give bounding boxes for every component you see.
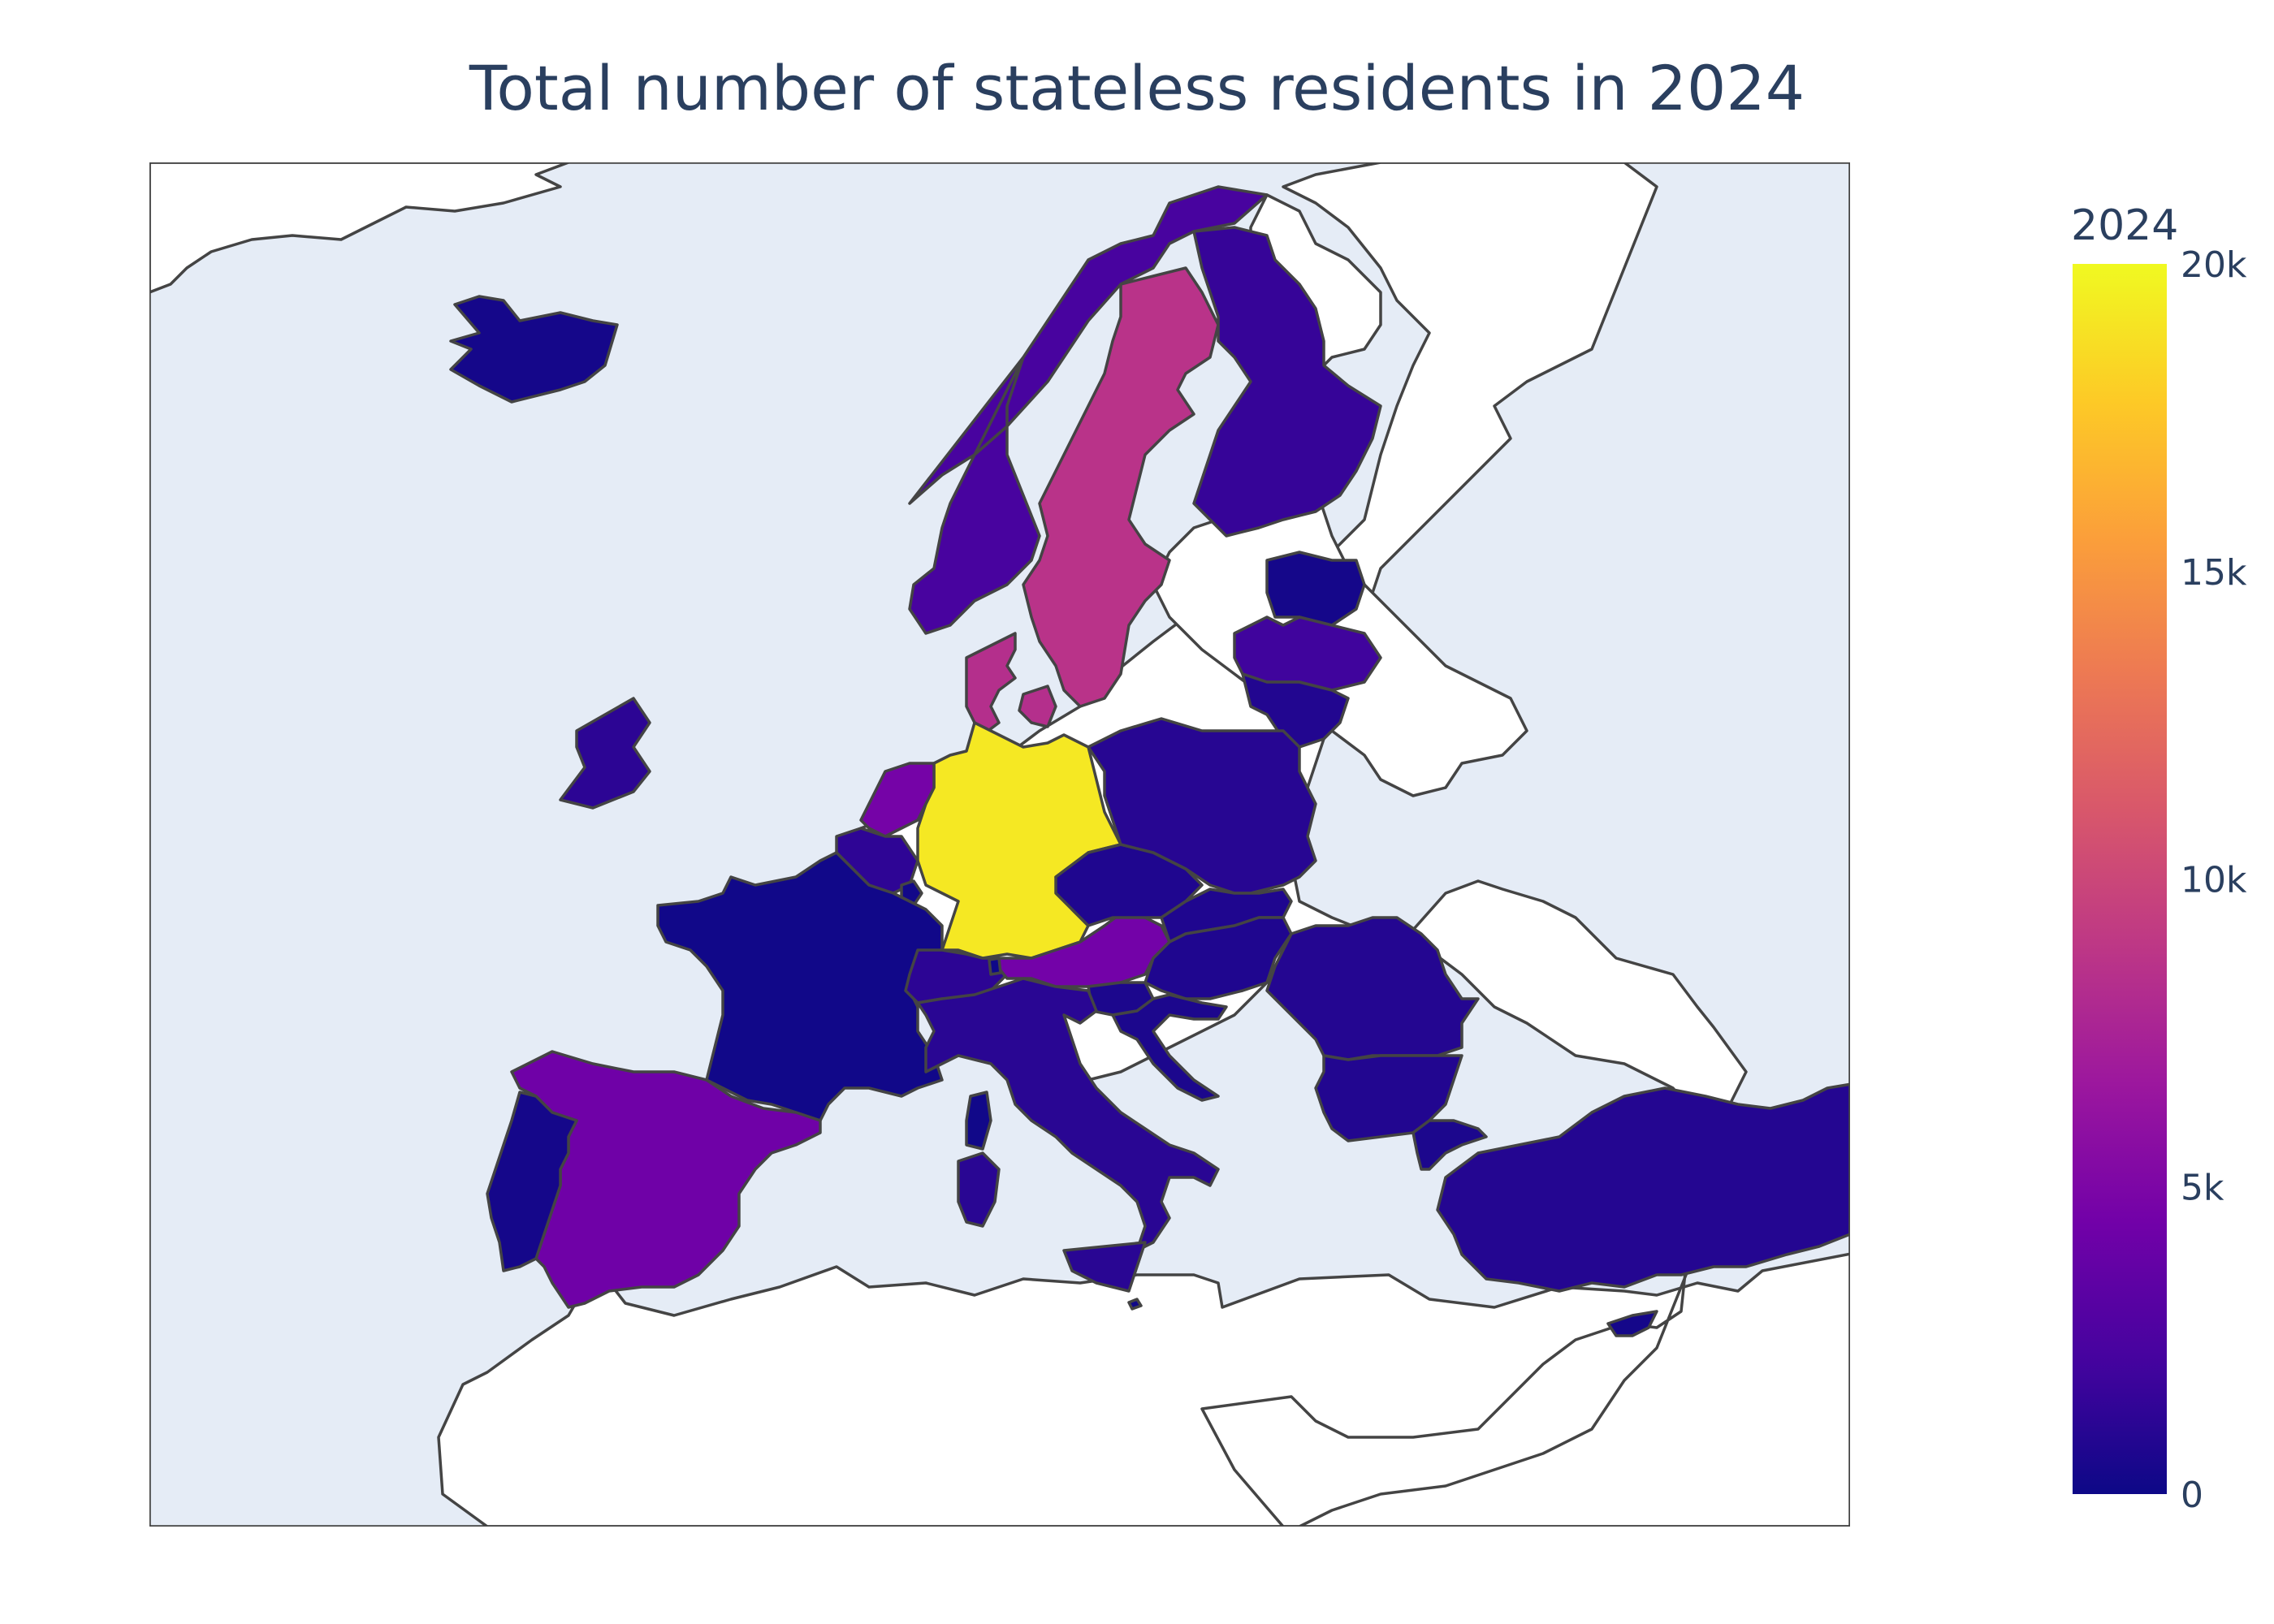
colorbar-ticks: 20k 15k 10k 5k 0 [2181,244,2247,1516]
country-liechtenstein[interactable] [988,957,1002,976]
country-portugal[interactable] [486,1091,578,1272]
colorbar-tick-label: 15k [2181,552,2247,594]
country-greece[interactable] [1412,1119,1488,1171]
country-sweden[interactable] [1022,266,1220,708]
land-north [149,162,570,294]
colorbar-gradient [2073,264,2167,1494]
map [149,162,1852,1527]
country-netherlands[interactable] [859,762,936,838]
colorbar-tick-label: 5k [2181,1167,2224,1208]
colorbar-tick-label: 10k [2181,860,2247,901]
country-italy-sardinia[interactable] [957,1151,1001,1228]
country-italy[interactable] [916,977,1220,1252]
countries-layer [449,185,1852,1337]
country-lithuania[interactable] [1241,672,1350,749]
chart-title: Total number of stateless residents in 2… [469,52,1805,124]
country-malta[interactable] [1127,1298,1143,1311]
country-estonia[interactable] [1265,551,1366,627]
country-romania[interactable] [1265,916,1480,1061]
country-finland[interactable] [1192,226,1382,538]
colorbar-tick-label: 20k [2181,244,2247,286]
colorbar: 2024 20k 15k 10k 5k 0 [2071,201,2247,1516]
country-norway[interactable] [908,185,1269,635]
country-ireland[interactable] [559,697,651,810]
country-iceland[interactable] [449,295,619,404]
colorbar-tick-label: 0 [2181,1475,2203,1516]
country-poland[interactable] [1087,717,1317,895]
colorbar-title: 2024 [2071,201,2178,250]
country-turkey[interactable] [1436,1082,1852,1293]
country-cyprus[interactable] [1606,1310,1658,1337]
country-denmark-zealand[interactable] [1018,685,1057,728]
country-croatia[interactable] [1111,993,1228,1102]
country-france-corsica[interactable] [965,1091,992,1151]
country-italy-sicily[interactable] [1062,1241,1147,1293]
